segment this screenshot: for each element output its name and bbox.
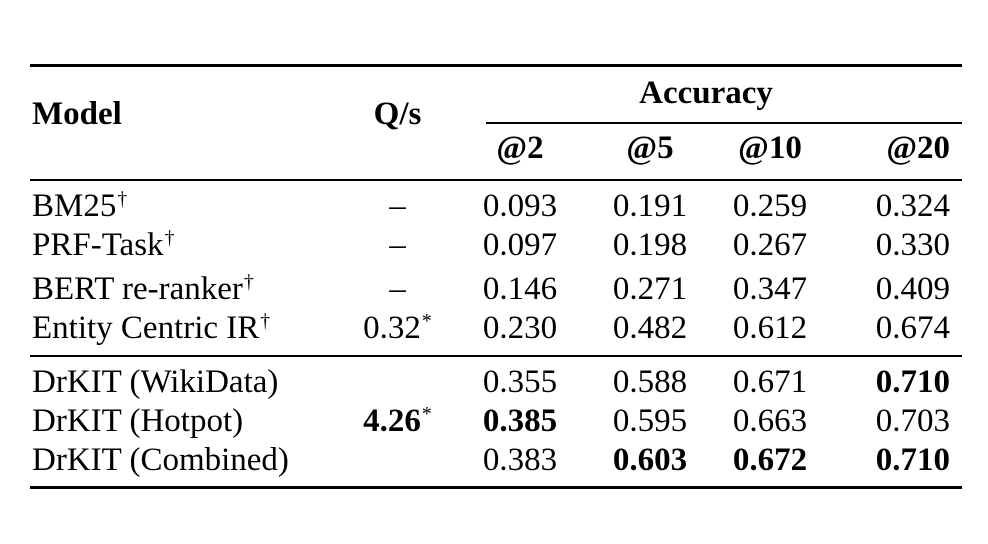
accuracy-value: 0.385 [482,403,558,439]
accuracy-value: 0.093 [482,188,558,224]
accuracy-value: 0.330 [875,227,951,263]
qs-number: – [389,227,406,263]
accuracy-value: 0.663 [732,403,808,439]
model-cell: DrKIT (Hotpot) [30,400,345,444]
qs-value [345,444,450,488]
model-cell: PRF-Task† [30,224,345,268]
model-name: DrKIT (WikiData) [32,364,279,400]
accuracy-value: 0.588 [612,364,688,400]
qs-number: – [389,271,406,307]
qs-value: – [345,224,450,268]
model-name: DrKIT (Combined) [32,441,289,478]
header-row-top: Model Q/s Accuracy [30,65,963,181]
table-row-bert-reranker: BERT re-ranker† – 0.146 0.271 0.347 0.40… [30,268,962,312]
model-cell: BERT re-ranker† [30,268,345,312]
accuracy-value: 0.198 [612,227,688,263]
accuracy-value: 0.230 [450,311,590,357]
qs-value: – [345,268,450,312]
accuracy-value: 0.710 [875,441,951,478]
accuracy-value: 0.482 [590,311,710,357]
dagger-superscript: † [164,227,175,250]
accuracy-value: 0.191 [612,188,688,224]
accuracy-value: 0.710 [875,364,951,400]
table-row-drkit-hotpot: DrKIT (Hotpot) 4.26* 0.385 0.595 0.663 0… [30,400,962,444]
asterisk-superscript: * [421,403,432,426]
accuracy-value: 0.324 [875,188,951,224]
accuracy-value: 0.674 [830,311,963,357]
column-header-accuracy: Accuracy [450,66,963,124]
accuracy-value: 0.703 [875,403,951,439]
table-row-entity-centric-ir: Entity Centric IR† 0.32* 0.230 0.482 0.6… [30,310,963,357]
table-row-prf-task: PRF-Task† – 0.097 0.198 0.267 0.330 [30,224,962,268]
table-row-drkit-combined: DrKIT (Combined) 0.383 0.603 0.672 0.710 [30,441,962,488]
accuracy-value: 0.603 [612,441,688,478]
accuracy-value: 0.672 [732,441,808,478]
dagger-superscript: † [243,271,254,294]
model-name: Entity Centric IR [32,310,260,346]
qs-number: 0.32 [363,310,421,346]
model-name: BM25 [32,188,117,224]
dagger-superscript: † [260,310,271,333]
model-name: PRF-Task [32,227,164,263]
accuracy-value: 0.409 [875,271,951,307]
column-header-model: Model [30,65,345,181]
qs-number: 4.26 [363,403,421,439]
baseline-models-block: BM25† – 0.093 0.191 0.259 0.324 PRF-Task… [30,180,963,357]
qs-value: 0.32* [345,310,450,357]
accuracy-value: 0.355 [482,364,558,400]
qs-number: – [389,188,406,224]
qs-value [345,356,450,400]
results-table: Model Q/s Accuracy @2 @5 @10 @20 BM25† –… [30,64,963,489]
model-cell: Entity Centric IR† [30,310,345,357]
column-header-at2: @2 [450,123,590,181]
drkit-models-block: DrKIT (WikiData) 0.355 0.588 0.671 0.710… [30,356,962,488]
column-header-at10: @10 [710,123,830,181]
model-cell: DrKIT (WikiData) [30,356,345,400]
accuracy-value: 0.097 [482,227,558,263]
accuracy-value: 0.146 [482,271,558,307]
asterisk-superscript: * [421,310,432,333]
qs-value: – [345,180,450,224]
qs-value: 4.26* [345,400,450,444]
model-cell: DrKIT (Combined) [30,441,345,488]
model-cell: BM25† [30,180,345,224]
accuracy-value: 0.259 [732,188,808,224]
accuracy-value: 0.267 [732,227,808,263]
column-header-qs: Q/s [345,65,450,181]
accuracy-value: 0.347 [732,271,808,307]
model-name: BERT re-ranker [32,271,243,307]
header-row-sub: @2 @5 @10 @20 [30,123,963,181]
accuracy-value: 0.595 [612,403,688,439]
accuracy-value: 0.671 [732,364,808,400]
table-row-drkit-wikidata: DrKIT (WikiData) 0.355 0.588 0.671 0.710 [30,356,962,400]
dagger-superscript: † [117,188,128,211]
accuracy-value: 0.612 [710,311,830,357]
model-name: DrKIT (Hotpot) [32,403,244,439]
column-header-at5: @5 [590,123,710,181]
accuracy-value: 0.383 [482,441,558,478]
accuracy-value: 0.271 [612,271,688,307]
table-row-bm25: BM25† – 0.093 0.191 0.259 0.324 [30,180,962,224]
column-header-at20: @20 [830,123,963,181]
